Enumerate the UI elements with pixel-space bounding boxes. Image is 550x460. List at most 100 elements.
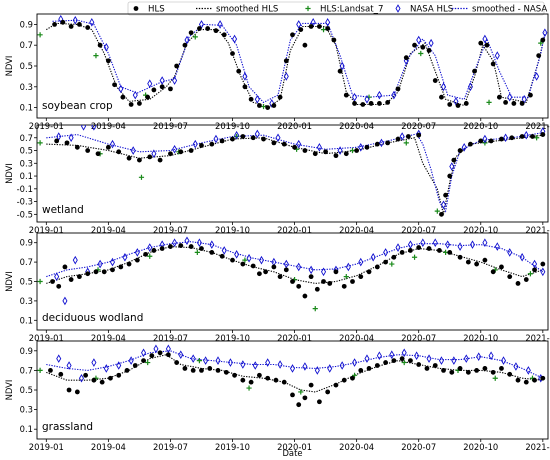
- point-hls: [296, 283, 302, 289]
- y-tick-label: 0.3: [20, 405, 33, 415]
- point-hls: [343, 151, 349, 157]
- point-hls: [383, 259, 388, 265]
- point-hls-landsat-7: [194, 249, 200, 255]
- point-hls: [343, 92, 349, 98]
- point-hls: [321, 279, 326, 284]
- point-nasa-hls: [438, 356, 444, 365]
- x-tick-label: 2021-01: [525, 121, 550, 131]
- point-hls: [412, 42, 417, 48]
- point-hls-landsat-7: [37, 367, 43, 373]
- point-hls: [366, 269, 372, 275]
- point-hls: [490, 61, 496, 67]
- point-hls: [110, 267, 115, 273]
- point-nasa-hls: [296, 139, 302, 149]
- point-nasa-hls: [254, 129, 260, 139]
- point-nasa-hls: [91, 125, 97, 131]
- point-hls: [165, 352, 171, 358]
- point-hls: [168, 151, 173, 157]
- panel-title: deciduous wodland: [42, 312, 143, 324]
- point-hls: [105, 144, 111, 150]
- point-nasa-hls: [72, 255, 78, 265]
- y-tick-label: 0.5: [20, 385, 33, 395]
- x-tick-label: 2019-07: [153, 333, 188, 343]
- point-hls: [439, 94, 444, 100]
- x-tick-label: 2019-10: [215, 225, 250, 235]
- point-hls: [213, 28, 219, 34]
- point-nasa-hls: [246, 253, 252, 263]
- point-hls: [523, 277, 529, 282]
- point-hls: [302, 148, 308, 153]
- point-hls: [182, 42, 188, 48]
- point-hls: [277, 94, 283, 100]
- panel-title: wetland: [42, 204, 84, 216]
- point-nasa-hls: [296, 262, 302, 272]
- point-nasa-hls: [269, 99, 275, 108]
- point-hls: [391, 358, 397, 363]
- point-nasa-hls: [215, 356, 221, 365]
- point-hls-landsat-7: [401, 359, 407, 366]
- point-hls: [143, 251, 149, 257]
- point-hls: [77, 22, 82, 27]
- point-hls: [540, 375, 546, 381]
- point-hls: [385, 100, 391, 105]
- y-tick-label: -0.3: [17, 197, 33, 207]
- point-hls: [331, 37, 337, 43]
- legend-label: NASA HLS: [410, 5, 453, 15]
- point-nasa-hls: [78, 373, 85, 383]
- y-tick-label: -0.1: [17, 184, 33, 194]
- point-hls: [124, 368, 130, 373]
- point-hls: [290, 32, 295, 38]
- point-nasa-hls: [482, 34, 488, 44]
- x-tick-label: 2021-01: [525, 333, 550, 343]
- point-nasa-hls: [500, 356, 507, 365]
- y-tick-label: -0.5: [17, 209, 33, 219]
- point-nasa-hls: [302, 362, 308, 371]
- point-nasa-hls: [325, 18, 331, 27]
- point-nasa-hls: [383, 248, 389, 257]
- y-tick-label: 0.1: [20, 171, 33, 181]
- point-hls: [209, 250, 215, 255]
- point-hls: [112, 82, 117, 88]
- point-hls-landsat-7: [138, 174, 145, 180]
- y-tick-label: 0.5: [20, 277, 33, 287]
- y-axis-label: NDVI: [4, 271, 14, 292]
- point-nasa-hls: [542, 28, 548, 38]
- point-hls: [178, 149, 184, 155]
- point-hls: [383, 360, 388, 365]
- point-hls: [271, 103, 277, 108]
- point-nasa-hls: [391, 90, 397, 100]
- point-hls: [474, 368, 480, 373]
- x-tick-label: 2020-04: [339, 442, 374, 452]
- point-hls: [449, 369, 455, 375]
- legend-frame: [127, 1, 545, 16]
- point-nasa-hls: [370, 252, 376, 262]
- point-hls: [350, 279, 355, 284]
- point-hls: [151, 87, 157, 93]
- point-hls: [327, 281, 333, 286]
- point-nasa-hls: [240, 360, 246, 369]
- point-nasa-hls: [339, 361, 345, 370]
- point-hls: [219, 138, 225, 144]
- point-nasa-hls: [457, 242, 463, 251]
- point-nasa-hls: [151, 149, 157, 159]
- point-hls: [85, 148, 91, 153]
- point-hls: [399, 356, 405, 362]
- y-tick-label: 0.9: [20, 346, 33, 356]
- point-nasa-hls: [376, 90, 382, 100]
- point-hls-landsat-7: [298, 389, 304, 395]
- point-nasa-hls: [445, 240, 451, 249]
- x-tick-label: 2020-07: [401, 333, 436, 343]
- point-hls: [134, 257, 140, 263]
- point-hls: [308, 274, 314, 280]
- point-nasa-hls: [414, 351, 420, 360]
- x-tick-label: 2019-01: [29, 121, 64, 131]
- point-hls: [484, 42, 490, 48]
- point-hls: [261, 136, 266, 142]
- point-hls: [205, 26, 211, 31]
- point-hls: [316, 399, 322, 405]
- x-tick-label: 2020-01: [277, 442, 312, 452]
- x-tick-label: 2019-01: [29, 225, 64, 235]
- y-tick-label: 0.1: [20, 424, 33, 434]
- series-line-smoothed-nasa-hls: [46, 241, 544, 278]
